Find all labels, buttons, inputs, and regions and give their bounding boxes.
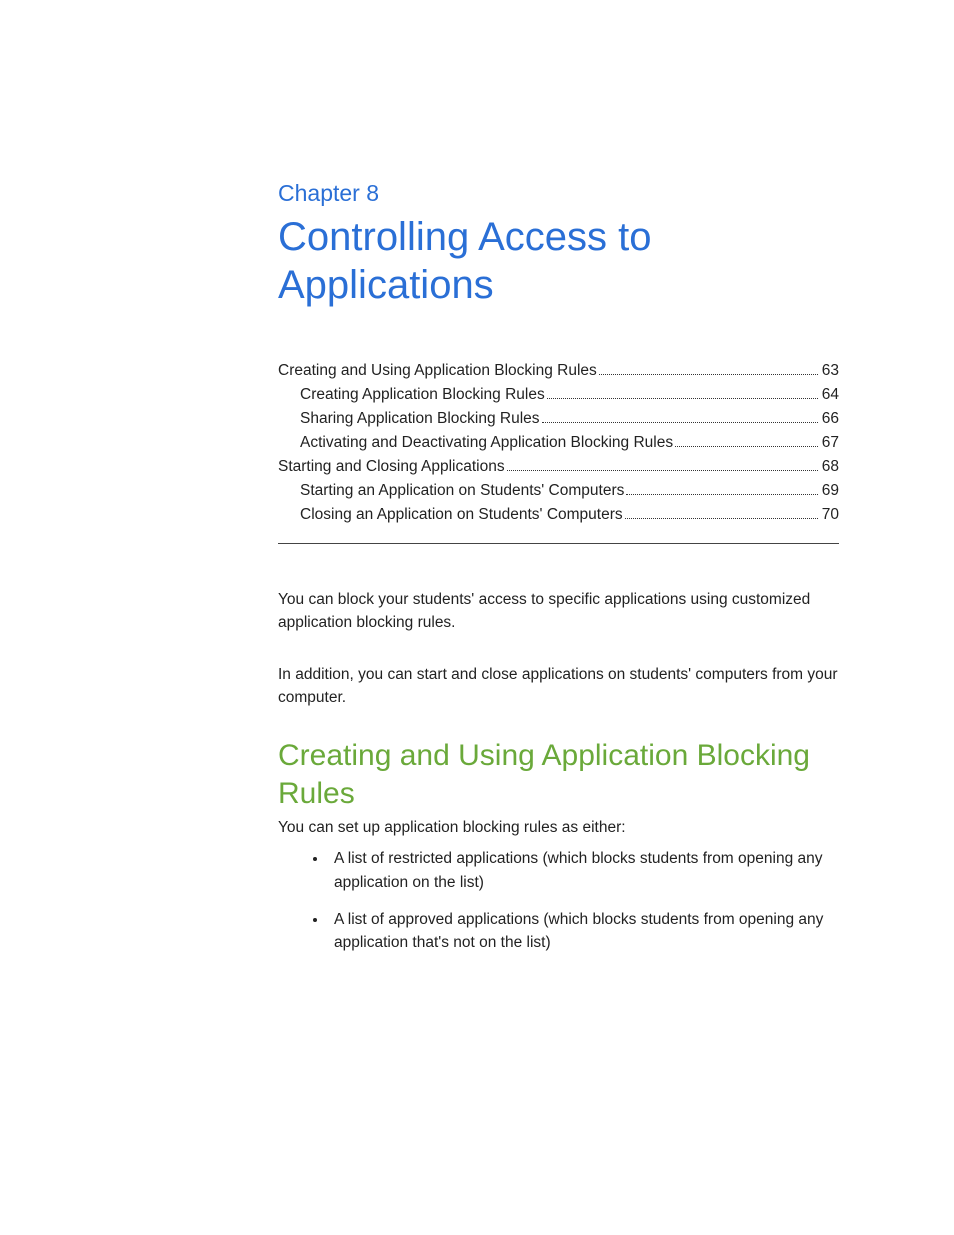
intro-paragraph: In addition, you can start and close app…: [278, 663, 839, 710]
section-intro: You can set up application blocking rule…: [278, 816, 839, 839]
toc-entry-page: 70: [820, 503, 839, 527]
document-page: Chapter 8 Controlling Access to Applicat…: [0, 0, 954, 1235]
toc-entry-label: Sharing Application Blocking Rules: [300, 407, 540, 431]
toc-leader-dots: [507, 470, 818, 471]
toc-leader-dots: [625, 518, 818, 519]
toc-entry[interactable]: Closing an Application on Students' Comp…: [278, 503, 839, 527]
toc-entry-label: Starting an Application on Students' Com…: [300, 479, 624, 503]
toc-entry-label: Creating Application Blocking Rules: [300, 383, 545, 407]
bullet-item: A list of approved applications (which b…: [328, 908, 839, 955]
toc-entry-label: Starting and Closing Applications: [278, 455, 505, 479]
toc-entry-page: 63: [820, 359, 839, 383]
toc-leader-dots: [599, 374, 818, 375]
toc-entry-page: 67: [820, 431, 839, 455]
toc-divider: [278, 543, 839, 544]
section-heading: Creating and Using Application Blocking …: [278, 737, 839, 812]
toc-entry[interactable]: Starting and Closing Applications 68: [278, 455, 839, 479]
intro-paragraph: You can block your students' access to s…: [278, 588, 839, 635]
toc-entry[interactable]: Starting an Application on Students' Com…: [278, 479, 839, 503]
bullet-list: A list of restricted applications (which…: [278, 847, 839, 954]
toc-leader-dots: [675, 446, 818, 447]
toc-entry[interactable]: Sharing Application Blocking Rules 66: [278, 407, 839, 431]
toc-entry[interactable]: Creating Application Blocking Rules 64: [278, 383, 839, 407]
toc-entry-label: Activating and Deactivating Application …: [300, 431, 673, 455]
bullet-item: A list of restricted applications (which…: [328, 847, 839, 894]
chapter-label: Chapter 8: [278, 180, 839, 207]
toc-entry-label: Closing an Application on Students' Comp…: [300, 503, 623, 527]
toc-entry-page: 69: [820, 479, 839, 503]
toc-leader-dots: [626, 494, 817, 495]
chapter-title: Controlling Access to Applications: [278, 213, 839, 309]
toc-leader-dots: [542, 422, 818, 423]
toc-entry[interactable]: Activating and Deactivating Application …: [278, 431, 839, 455]
toc-entry-label: Creating and Using Application Blocking …: [278, 359, 597, 383]
toc-leader-dots: [547, 398, 818, 399]
toc-entry-page: 64: [820, 383, 839, 407]
toc-entry[interactable]: Creating and Using Application Blocking …: [278, 359, 839, 383]
toc-entry-page: 66: [820, 407, 839, 431]
table-of-contents: Creating and Using Application Blocking …: [278, 359, 839, 527]
toc-entry-page: 68: [820, 455, 839, 479]
